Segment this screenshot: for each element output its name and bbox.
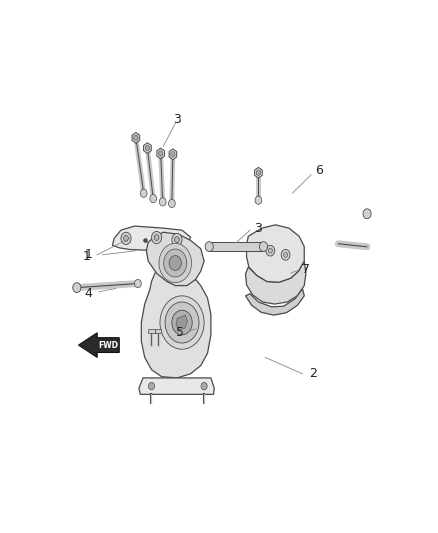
Circle shape: [159, 151, 163, 156]
Circle shape: [266, 245, 275, 256]
Circle shape: [145, 146, 150, 151]
Circle shape: [169, 256, 181, 270]
Circle shape: [150, 195, 156, 203]
Circle shape: [205, 241, 213, 252]
Circle shape: [159, 198, 166, 206]
Circle shape: [283, 252, 288, 257]
Text: 3: 3: [254, 222, 262, 235]
FancyBboxPatch shape: [148, 329, 155, 333]
Polygon shape: [146, 232, 204, 286]
Polygon shape: [157, 148, 165, 159]
Circle shape: [256, 170, 261, 175]
Circle shape: [134, 279, 141, 288]
Circle shape: [281, 249, 290, 260]
Polygon shape: [169, 149, 177, 159]
Text: 1: 1: [83, 251, 91, 263]
Circle shape: [165, 302, 199, 343]
Circle shape: [175, 237, 179, 243]
Circle shape: [124, 236, 128, 241]
Text: 4: 4: [85, 287, 92, 300]
Text: 7: 7: [302, 263, 310, 276]
Polygon shape: [254, 167, 262, 178]
Circle shape: [148, 383, 155, 390]
Text: 6: 6: [316, 164, 323, 177]
Polygon shape: [144, 143, 151, 154]
Circle shape: [255, 196, 262, 204]
Polygon shape: [78, 333, 119, 358]
Circle shape: [259, 241, 268, 252]
Circle shape: [121, 232, 131, 245]
Text: 5: 5: [177, 326, 184, 340]
Polygon shape: [209, 243, 264, 251]
Circle shape: [169, 199, 175, 207]
Circle shape: [160, 296, 204, 349]
Circle shape: [172, 310, 192, 335]
Text: FWD: FWD: [98, 341, 118, 350]
Polygon shape: [132, 133, 140, 143]
Circle shape: [140, 189, 147, 197]
Polygon shape: [141, 261, 211, 378]
Polygon shape: [176, 315, 187, 330]
Circle shape: [201, 383, 207, 390]
Circle shape: [152, 231, 162, 244]
Polygon shape: [246, 289, 304, 315]
Circle shape: [134, 135, 138, 141]
Polygon shape: [139, 378, 214, 394]
Text: 3: 3: [173, 113, 181, 126]
Circle shape: [73, 282, 81, 293]
FancyBboxPatch shape: [155, 329, 161, 333]
Circle shape: [172, 233, 182, 246]
Polygon shape: [246, 261, 306, 304]
Circle shape: [268, 248, 272, 253]
Circle shape: [159, 243, 191, 282]
Polygon shape: [113, 226, 191, 251]
Circle shape: [363, 209, 371, 219]
Polygon shape: [247, 225, 304, 282]
Text: 1: 1: [85, 248, 92, 261]
Circle shape: [154, 235, 159, 240]
Circle shape: [171, 151, 175, 157]
Text: 2: 2: [309, 367, 317, 381]
Circle shape: [164, 249, 187, 277]
